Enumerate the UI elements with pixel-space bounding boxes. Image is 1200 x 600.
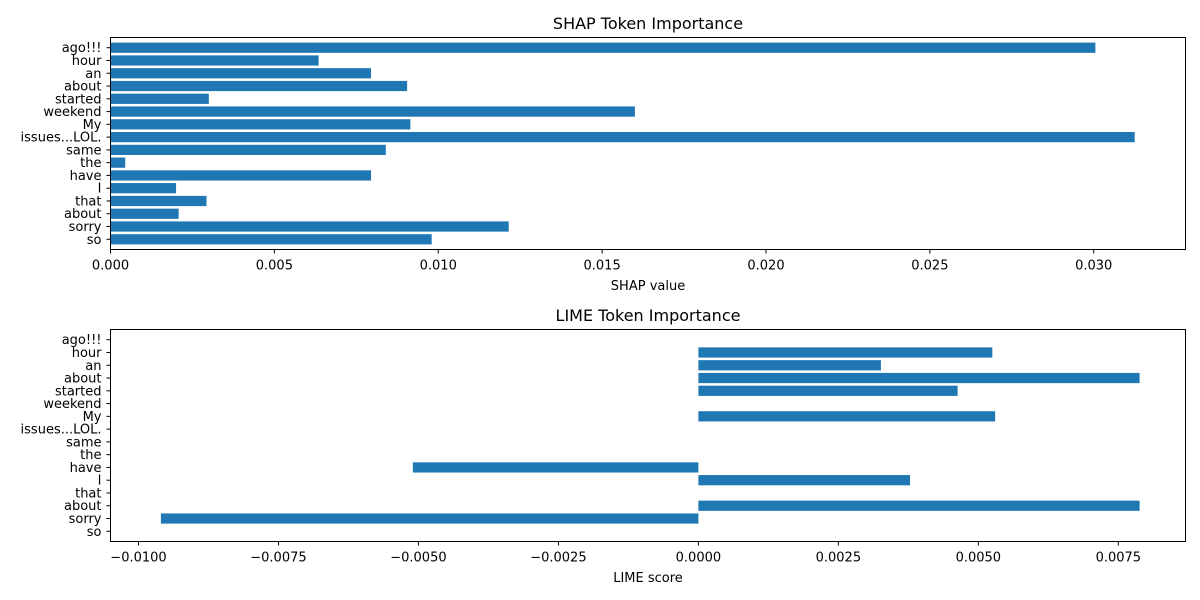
lime-y-tick-label: ago!!!: [62, 333, 102, 348]
lime-x-tick-label: 0.0000: [676, 551, 722, 566]
lime-y-tick-label: about: [64, 372, 102, 387]
shap-bar: [110, 195, 207, 207]
lime-x-tick-label: −0.0050: [390, 551, 446, 566]
lime-y-tick-label: have: [70, 461, 102, 476]
lime-y-tick-label: same: [66, 435, 101, 450]
shap-y-tick-label: weekend: [43, 105, 101, 120]
shap-bar: [110, 68, 372, 79]
shap-bar: [110, 144, 386, 155]
shap-y-tick-label: hour: [72, 54, 102, 69]
shap-x-axis-label: SHAP value: [611, 279, 685, 294]
shap-bar: [110, 42, 1096, 53]
shap-bar: [110, 157, 126, 168]
shap-x-tick-label: 0.010: [420, 259, 457, 274]
lime-bar: [698, 500, 1140, 511]
shap-y-tick-label: My: [83, 118, 102, 133]
lime-x-axis-label: LIME score: [613, 571, 683, 586]
lime-x-tick-label: −0.0075: [250, 551, 306, 566]
lime-y-ticks: sosorryaboutthatIhavethesameissues...LOL…: [21, 333, 111, 540]
lime-x-tick-label: 0.0050: [956, 551, 1002, 566]
shap-y-tick-label: an: [85, 67, 101, 82]
shap-y-tick-label: issues...LOL.: [21, 131, 102, 146]
lime-y-tick-label: so: [87, 525, 102, 540]
shap-bar: [110, 208, 179, 219]
shap-x-tick-label: 0.025: [911, 259, 948, 274]
shap-bars: [110, 42, 1135, 245]
lime-bar: [698, 347, 993, 358]
lime-y-tick-label: that: [75, 486, 101, 501]
shap-y-tick-label: same: [66, 143, 101, 158]
shap-y-tick-label: about: [64, 80, 102, 95]
shap-bar: [110, 132, 1135, 143]
shap-bar: [110, 183, 177, 194]
lime-y-tick-label: an: [85, 359, 101, 374]
shap-y-tick-label: that: [75, 194, 101, 209]
lime-y-tick-label: started: [55, 384, 102, 399]
lime-bar: [160, 513, 699, 524]
shap-bar: [110, 55, 319, 66]
lime-bars: [160, 347, 1140, 524]
shap-y-tick-label: about: [64, 207, 102, 222]
shap-y-ticks: sosorryaboutthatIhavethesameissues...LOL…: [21, 41, 111, 248]
lime-x-tick-label: −0.0025: [530, 551, 586, 566]
shap-x-tick-label: 0.020: [747, 259, 784, 274]
lime-bar: [412, 462, 699, 473]
shap-plot-frame: [110, 37, 1186, 250]
shap-bar: [110, 170, 372, 181]
lime-bar: [698, 385, 958, 396]
lime-chart: LIME Token Importance sosorryaboutthatIh…: [21, 306, 1186, 586]
shap-bar: [110, 234, 432, 245]
lime-y-tick-label: hour: [72, 346, 102, 361]
shap-y-tick-label: so: [87, 233, 102, 248]
lime-y-tick-label: sorry: [69, 512, 102, 527]
lime-y-tick-label: My: [83, 410, 102, 425]
lime-bar: [698, 360, 881, 371]
lime-chart-title: LIME Token Importance: [556, 306, 741, 325]
shap-bar: [110, 221, 509, 232]
lime-bar: [698, 411, 996, 422]
shap-chart: SHAP Token Importance sosorryaboutthatIh…: [21, 14, 1186, 294]
shap-y-tick-label: have: [70, 169, 102, 184]
lime-x-ticks: −0.0100 −0.0075 −0.0050 −0.0025 0.0000 0.0025…: [110, 541, 1142, 566]
lime-bar: [698, 475, 911, 486]
shap-x-ticks: 0.000 0.005 0.010 0.015 0.020 0.025 0.030: [92, 249, 1112, 274]
shap-y-tick-label: the: [80, 156, 101, 171]
shap-bar: [110, 93, 209, 104]
shap-chart-title: SHAP Token Importance: [553, 14, 743, 33]
shap-x-tick-label: 0.000: [92, 259, 129, 274]
lime-x-tick-label: 0.0075: [1096, 551, 1142, 566]
lime-x-tick-label: 0.0025: [816, 551, 862, 566]
shap-bar: [110, 119, 411, 130]
shap-y-tick-label: I: [98, 182, 102, 197]
shap-y-tick-label: started: [55, 92, 102, 107]
lime-bar: [698, 372, 1140, 384]
lime-y-tick-label: weekend: [43, 397, 101, 412]
shap-y-tick-label: sorry: [69, 220, 102, 235]
shap-y-tick-label: ago!!!: [62, 41, 102, 56]
shap-x-tick-label: 0.015: [584, 259, 621, 274]
lime-y-tick-label: I: [98, 474, 102, 489]
lime-y-tick-label: issues...LOL.: [21, 423, 102, 438]
lime-y-tick-label: the: [80, 448, 101, 463]
lime-plot-frame: [110, 329, 1186, 542]
shap-bar: [110, 80, 408, 92]
shap-x-tick-label: 0.030: [1075, 259, 1112, 274]
shap-bar: [110, 106, 635, 117]
lime-x-tick-label: −0.0100: [110, 551, 166, 566]
lime-y-tick-label: about: [64, 499, 102, 514]
shap-x-tick-label: 0.005: [256, 259, 293, 274]
